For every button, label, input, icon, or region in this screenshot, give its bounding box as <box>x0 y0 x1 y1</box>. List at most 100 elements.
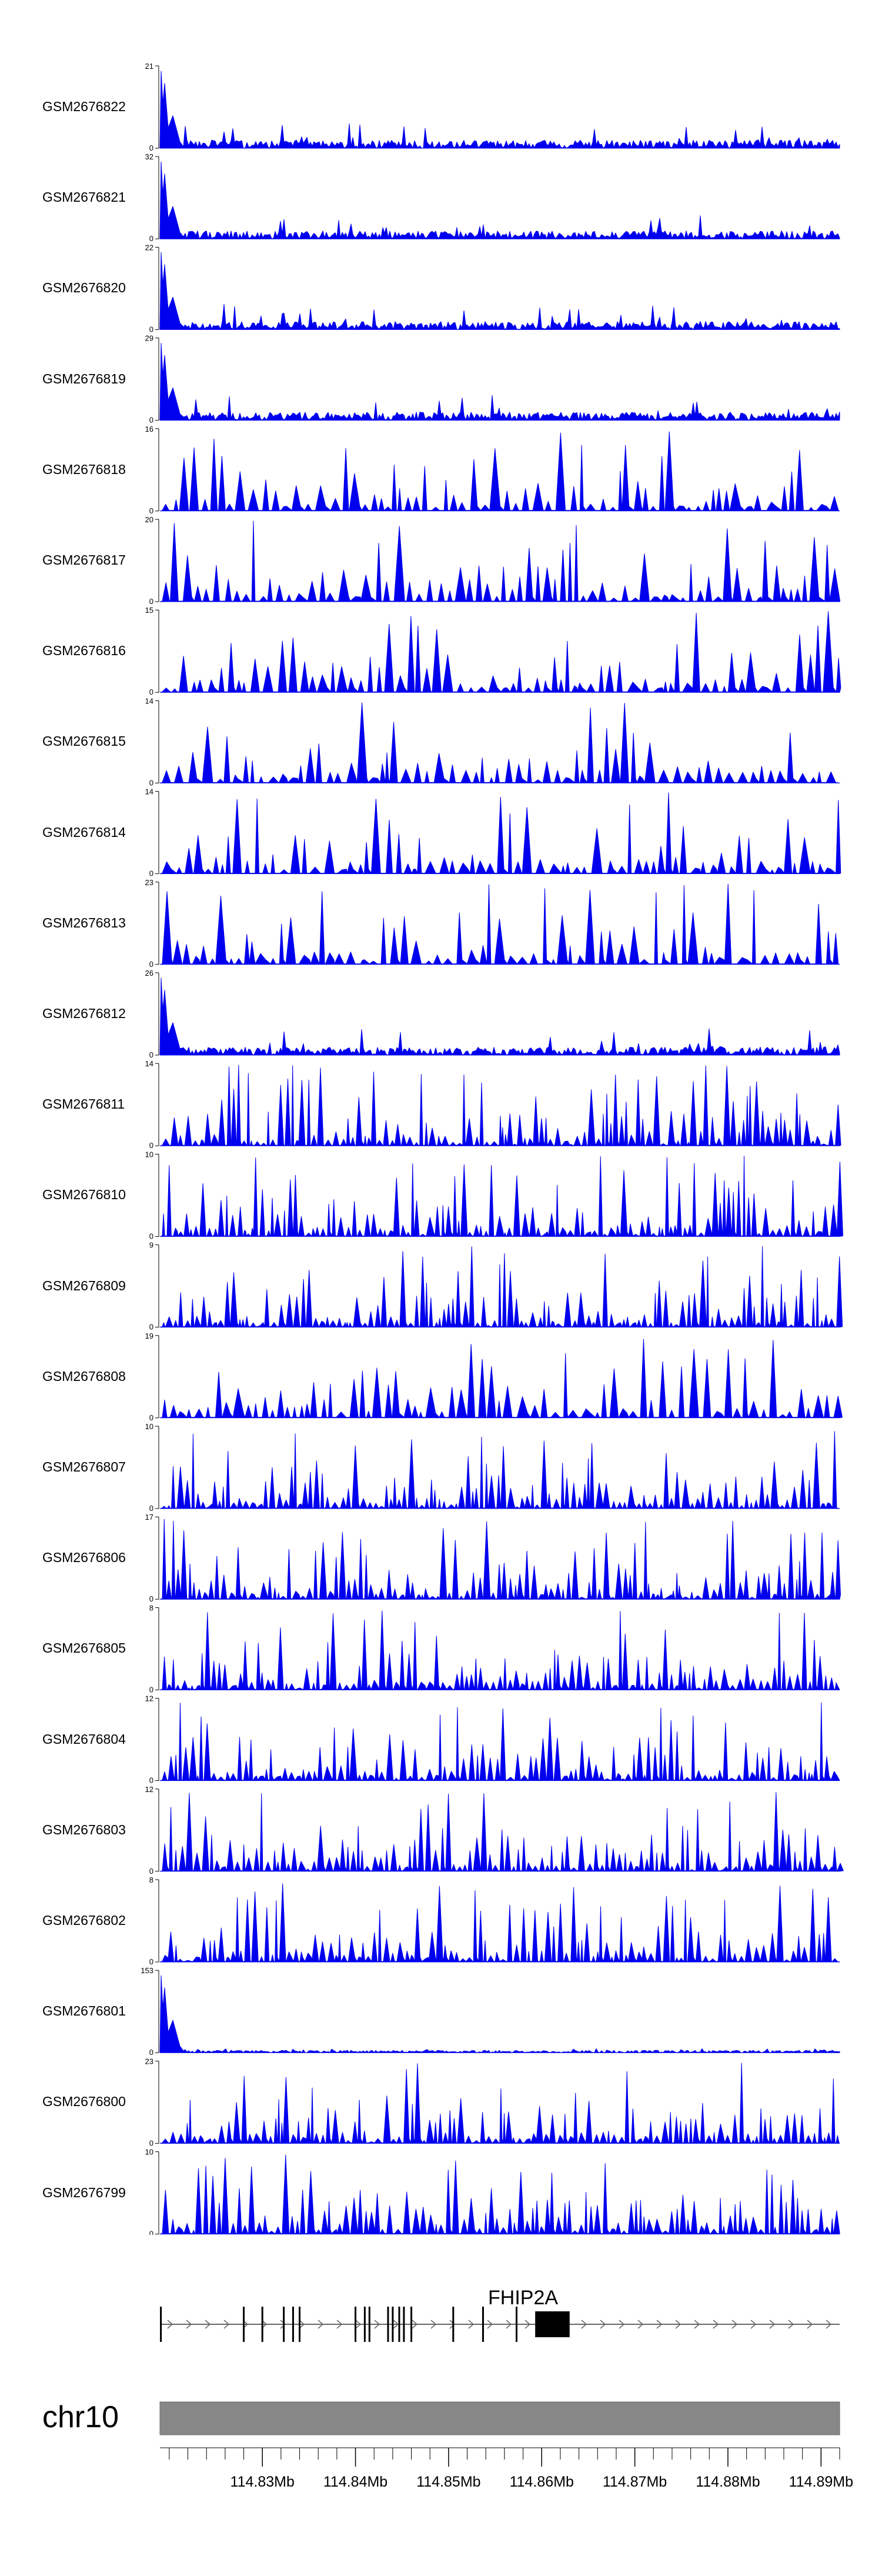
gene-exon <box>292 2307 294 2342</box>
track-ymin-label: 0 <box>149 416 153 425</box>
axis-tick-label: 114.83Mb <box>230 2474 295 2490</box>
track-GSM2676818: 16 0 <box>145 425 840 515</box>
gene-name-label: FHIP2A <box>488 2287 559 2309</box>
gene-exon <box>398 2307 400 2342</box>
track-GSM2676813: 23 0 <box>145 878 840 969</box>
track-signal-area <box>159 343 840 421</box>
track-label: GSM2676821 <box>42 189 126 205</box>
track-label: GSM2676814 <box>42 824 126 840</box>
strand-chevron-icon <box>637 2320 644 2329</box>
strand-chevron-icon <box>430 2320 437 2329</box>
track-signal-area <box>159 2063 840 2144</box>
track-ymax-label: 8 <box>149 1876 153 1884</box>
track-label: GSM2676813 <box>42 915 126 930</box>
signal-tracks: 21 0 32 0 22 0 29 0 16 0 20 0 15 0 14 0 14 0 23 0 26 0 14 0 10 0 9… <box>42 62 844 2238</box>
track-GSM2676816: 15 0 <box>145 606 841 696</box>
track-label: GSM2676806 <box>42 1550 126 1566</box>
track-label: GSM2676805 <box>42 1640 126 1656</box>
gene-exon <box>243 2307 245 2342</box>
gene-model-svg <box>160 2307 840 2342</box>
track-ymin-label: 0 <box>149 1413 153 1422</box>
gene-exon <box>363 2307 366 2342</box>
strand-chevron-icon <box>619 2320 625 2329</box>
strand-chevron-icon <box>412 2320 418 2329</box>
track-signal-area <box>159 71 840 149</box>
track-ymin-label: 0 <box>149 960 153 969</box>
strand-chevron-icon <box>731 2320 738 2329</box>
track-ymin-label: 0 <box>149 2048 153 2057</box>
track-ymax-label: 10 <box>145 1422 153 1431</box>
track-GSM2676808: 19 0 <box>145 1332 843 1422</box>
track-ymax-label: 26 <box>145 969 153 977</box>
track-ymin-label: 0 <box>149 688 153 696</box>
strand-chevron-icon <box>205 2320 211 2329</box>
track-ymin-label: 0 <box>149 1504 153 1513</box>
track-GSM2676809: 90 <box>149 1241 843 1332</box>
strand-chevron-icon <box>506 2320 512 2329</box>
track-label: GSM2676818 <box>42 461 126 477</box>
axis-tick-label: 114.84Mb <box>323 2474 387 2490</box>
track-signal-area <box>159 161 840 239</box>
track-ymin-label: 0 <box>149 325 153 333</box>
track-ymin-label: 0 <box>149 1141 153 1150</box>
track-ymax-label: 15 <box>145 606 153 615</box>
track-signal-area <box>159 883 840 965</box>
track-ymax-label: 16 <box>145 425 153 433</box>
track-ymin-label: 0 <box>149 1323 153 1332</box>
track-GSM2676819: 29 0 <box>145 334 840 425</box>
track-signal-area <box>159 792 841 875</box>
strand-chevron-icon <box>355 2320 362 2329</box>
track-label: GSM2676819 <box>42 371 126 386</box>
track-ymax-label: 14 <box>145 1059 153 1068</box>
track-GSM2676804: 12 0 <box>145 1694 840 1785</box>
track-label: GSM2676811 <box>42 1096 125 1112</box>
strand-chevron-icon <box>374 2320 380 2329</box>
track-label: GSM2676807 <box>42 1459 126 1474</box>
strand-chevron-icon <box>524 2320 531 2329</box>
gene-exon <box>299 2307 301 2342</box>
track-GSM2676822: 21 0 <box>145 62 840 152</box>
track-GSM2676820: 22 0 <box>145 243 840 333</box>
strand-chevron-icon <box>807 2320 813 2329</box>
axis-tick-label: 114.87Mb <box>603 2474 667 2490</box>
track-ymin-label: 0 <box>149 1050 153 1059</box>
gene-exon <box>410 2307 413 2342</box>
track-ymax-label: 12 <box>145 1785 153 1794</box>
track-GSM2676811: 14 0 <box>145 1059 841 1150</box>
track-GSM2676814: 14 0 <box>145 788 841 878</box>
track-ymin-label: 0 <box>149 1685 153 1694</box>
track-label: GSM2676802 <box>42 1913 126 1928</box>
track-ymin-label: 0 <box>149 2230 153 2235</box>
track-ymin-label: 0 <box>149 506 153 515</box>
strand-chevron-icon <box>186 2320 192 2329</box>
track-ymin-label: 0 <box>149 234 153 243</box>
strand-chevron-icon <box>581 2320 587 2329</box>
track-ymax-label: 23 <box>145 2057 153 2066</box>
track-GSM2676812: 26 0 <box>145 969 840 1059</box>
track-GSM2676806: 17 0 <box>145 1513 841 1603</box>
track-GSM2676810: 10 0 <box>145 1150 843 1240</box>
track-ymax-label: 20 <box>145 515 153 524</box>
track-signal-area <box>159 1975 840 2053</box>
track-signal-area <box>159 252 840 330</box>
track-GSM2676817: 20 0 <box>145 515 841 606</box>
genome-axis: 114.83Mb 114.84Mb 114.85Mb 114.86Mb 114.87Mb… <box>0 2394 882 2570</box>
strand-chevron-icon <box>449 2320 456 2329</box>
track-ymin-label: 0 <box>149 1594 153 1603</box>
track-ymax-label: 29 <box>145 334 153 343</box>
track-ymax-label: 14 <box>145 788 153 796</box>
track-label: GSM2676809 <box>42 1277 126 1293</box>
strand-chevron-icon <box>769 2320 776 2329</box>
chromosome-bar <box>159 2401 840 2435</box>
genome-axis-svg: 114.83Mb 114.84Mb 114.85Mb 114.86Mb 114.87Mb… <box>159 2401 853 2490</box>
gene-exon <box>482 2307 484 2342</box>
track-label: GSM2676808 <box>42 1368 126 1384</box>
track-signal-area <box>159 1431 840 1509</box>
track-signal-area <box>159 431 840 512</box>
axis-tick-label: 114.88Mb <box>696 2474 760 2490</box>
track-ymax-label: 10 <box>145 2148 153 2157</box>
gene-exon <box>160 2307 162 2342</box>
strand-chevron-icon <box>487 2320 493 2329</box>
track-GSM2676799: 10 0 <box>145 2148 840 2238</box>
